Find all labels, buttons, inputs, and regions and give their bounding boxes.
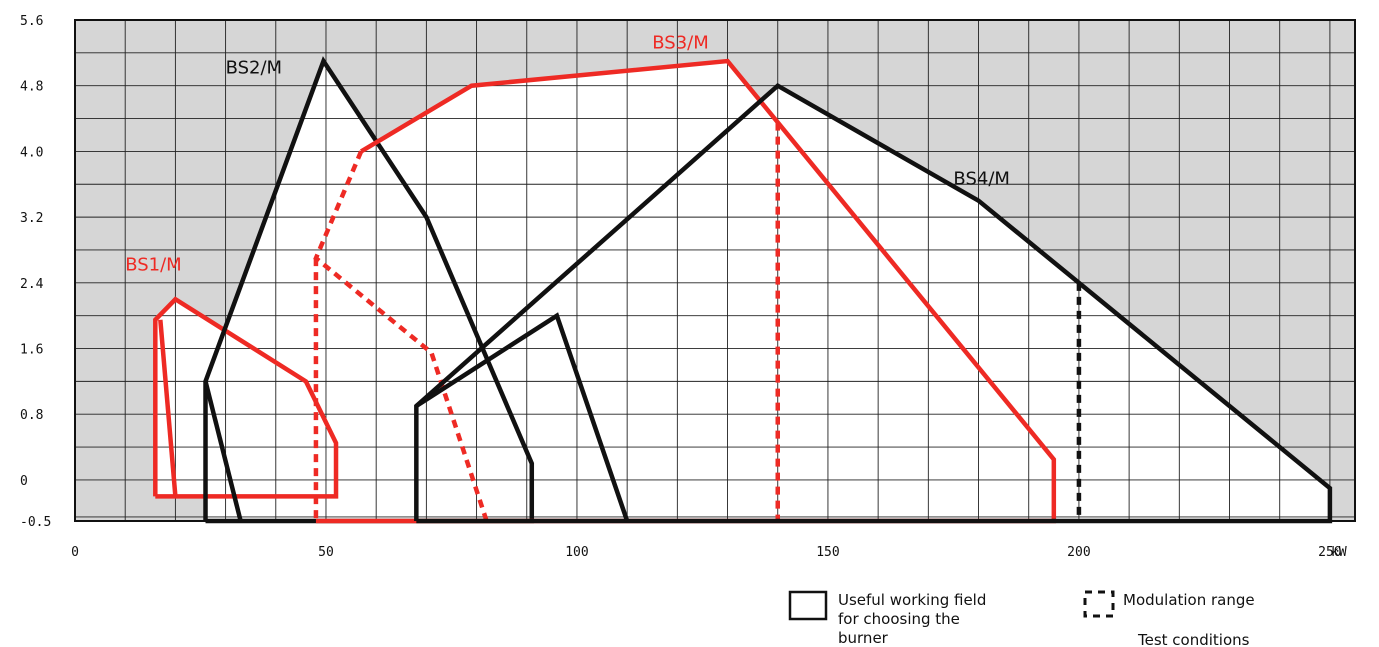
y-tick-label: 1.6 (20, 343, 43, 358)
series-line (158, 319, 178, 497)
y-tick-label: 0.8 (20, 408, 43, 423)
x-tick-label: 0 (71, 545, 79, 560)
y-tick-label: 2.4 (20, 277, 44, 292)
x-tick-label: 250 (1318, 545, 1341, 560)
x-tick-label: 100 (565, 545, 588, 560)
plot-area (74, 19, 1356, 522)
series-bs4-m (414, 82, 1333, 524)
y-tick-label: 0 (20, 474, 28, 489)
y-tick-label: 5.6 (20, 14, 43, 29)
legend-label: for choosing the (838, 610, 960, 628)
axis-labels: 5.6 4.8 4.0 3.2 2.4 1.6 0.8 0 -0.5 0 50 100 150 200 25… (20, 14, 1347, 560)
x-axis-label: kW (1331, 545, 1347, 560)
legend-label: burner (838, 629, 889, 647)
series-lines (153, 56, 1333, 524)
series-label: BS1/M (125, 255, 182, 276)
series-label: BS3/M (652, 33, 709, 54)
legend-dashed-box-icon (1083, 590, 1115, 618)
legend-label: Useful working field (838, 591, 986, 609)
series-label: BS2/M (226, 57, 283, 78)
series-label: BS4/M (953, 168, 1010, 189)
series-line (415, 312, 630, 522)
series-bs1-m (153, 296, 339, 499)
y-tick-label: 4.0 (20, 145, 43, 160)
y-tick-label: -0.5 (20, 515, 51, 530)
legend-label: Modulation range (1123, 591, 1255, 609)
legend-note: Test conditions (1137, 631, 1250, 647)
y-tick-label: 4.8 (20, 80, 43, 95)
series-line-dashed (313, 150, 489, 522)
working-field-bs4-m (416, 85, 1330, 521)
series-labels: BS1/M BS2/M BS3/M BS4/M (125, 33, 1010, 276)
legend-solid-box-icon (788, 590, 828, 621)
series-line (203, 380, 243, 522)
series-line (153, 296, 339, 499)
y-tick-label: 3.2 (20, 211, 43, 226)
x-tick-label: 200 (1067, 545, 1090, 560)
x-tick-label: 50 (318, 545, 334, 560)
x-tick-label: 150 (816, 545, 839, 560)
